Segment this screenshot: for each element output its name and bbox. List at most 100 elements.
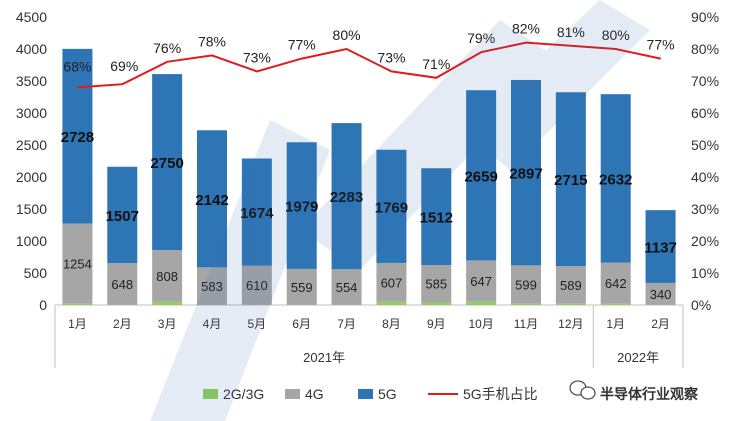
- x-tick-label: 2月: [651, 317, 670, 331]
- label-4g-value: 610: [246, 278, 268, 293]
- bar-4g: [286, 268, 317, 305]
- bar-5g: [645, 210, 676, 283]
- bar-5g: [241, 158, 272, 266]
- x-tick-label: 8月: [382, 317, 401, 331]
- bar-4g: [197, 267, 227, 305]
- y-left-tick-label: 4500: [16, 9, 47, 25]
- label-5g-share-pct: 81%: [557, 24, 585, 40]
- y-left-tick-label: 500: [24, 265, 48, 281]
- bar-4g: [645, 282, 676, 305]
- line-point: [76, 86, 78, 88]
- label-5g-share-pct: 77%: [647, 37, 675, 53]
- label-5g-share-pct: 73%: [243, 49, 271, 65]
- x-tick-label: 12月: [558, 317, 583, 331]
- bar-4g: [555, 266, 586, 304]
- label-5g-share-pct: 82%: [512, 21, 540, 37]
- label-4g-value: 607: [381, 275, 403, 290]
- label-5g-value: 1769: [375, 199, 408, 216]
- brand-watermark-text: 半导体行业观察: [600, 386, 699, 402]
- x-tick-label: 7月: [337, 317, 356, 331]
- line-point: [346, 48, 348, 50]
- bar-5g: [421, 168, 452, 265]
- label-4g-value: 599: [515, 278, 537, 293]
- label-4g-value: 559: [291, 280, 313, 295]
- y-right-tick-label: 40%: [691, 169, 719, 185]
- x-tick-label: 10月: [468, 317, 493, 331]
- bar-2g3g: [421, 302, 452, 305]
- bar-5g: [331, 123, 362, 270]
- line-point: [480, 51, 482, 53]
- label-5g-value: 1674: [240, 205, 274, 222]
- bar-5g: [466, 90, 497, 261]
- bar-5g: [376, 149, 407, 263]
- y-right-tick-label: 60%: [691, 105, 719, 121]
- label-5g-value: 2142: [195, 192, 228, 209]
- x-tick-label: 9月: [427, 317, 446, 331]
- legend-label: 4G: [305, 386, 324, 402]
- legend-item: 5G: [358, 386, 397, 402]
- label-5g-share-pct: 77%: [288, 37, 316, 53]
- legend-swatch: [203, 389, 218, 399]
- label-4g-value: 1254: [63, 257, 92, 272]
- legend-item: 5G手机占比: [428, 386, 538, 402]
- x-tick-label: 1月: [68, 317, 87, 331]
- bar-2g3g: [62, 303, 93, 305]
- label-5g-value: 2659: [464, 168, 497, 185]
- y-right-tick-label: 20%: [691, 233, 719, 249]
- label-5g-value: 2715: [554, 172, 587, 189]
- line-point: [211, 54, 213, 56]
- legend-item: 2G/3G: [203, 386, 264, 402]
- y-right-tick-label: 80%: [691, 41, 719, 57]
- label-5g-value: 1512: [420, 210, 453, 227]
- label-5g-share-pct: 69%: [110, 58, 138, 74]
- bar-5g: [286, 142, 317, 269]
- bar-4g: [511, 265, 541, 304]
- bar-5g: [600, 94, 631, 263]
- label-5g-value: 1507: [106, 208, 139, 225]
- x-tick-label: 3月: [158, 317, 177, 331]
- legend-label: 5G手机占比: [463, 386, 538, 402]
- legend-swatch: [358, 389, 373, 399]
- label-5g-share-pct: 80%: [333, 27, 361, 43]
- label-4g-value: 583: [201, 279, 223, 294]
- label-4g-value: 585: [425, 277, 447, 292]
- bar-4g: [241, 265, 272, 305]
- year-group-label: 2022年: [617, 350, 659, 365]
- y-left-tick-label: 1000: [16, 233, 47, 249]
- y-left-tick-label: 0: [39, 297, 47, 313]
- bar-5g: [197, 130, 227, 268]
- y-right-tick-label: 30%: [691, 201, 719, 217]
- bar-2g3g: [376, 301, 407, 305]
- x-tick-label: 5月: [248, 317, 267, 331]
- label-5g-value: 1979: [285, 199, 318, 216]
- line-point: [525, 42, 527, 44]
- label-4g-value: 647: [470, 274, 492, 289]
- y-right-tick-label: 10%: [691, 265, 719, 281]
- label-4g-value: 642: [605, 276, 627, 291]
- line-point: [615, 48, 617, 50]
- wechat-bubble-front: [580, 386, 596, 400]
- label-5g-value: 2897: [509, 166, 542, 183]
- bar-5g: [152, 74, 183, 251]
- bar-4g: [600, 262, 631, 304]
- bar-2g3g: [152, 301, 183, 305]
- label-5g-share-pct: 78%: [198, 33, 226, 49]
- line-point: [256, 70, 258, 72]
- line-point: [660, 58, 662, 60]
- bar-5g: [555, 92, 586, 267]
- y-right-tick-label: 50%: [691, 137, 719, 153]
- label-4g-value: 554: [336, 280, 358, 295]
- watermark-stroke: [150, 120, 330, 421]
- y-left-tick-label: 3500: [16, 73, 47, 89]
- y-left-tick-label: 2000: [16, 169, 47, 185]
- legend-swatch: [285, 389, 300, 399]
- bar-4g: [331, 269, 362, 305]
- watermark-stroke: [300, 20, 560, 270]
- label-5g-value: 2632: [599, 171, 632, 188]
- y-left-tick-label: 2500: [16, 137, 47, 153]
- bar-2g3g: [466, 301, 497, 305]
- x-tick-label: 1月: [606, 317, 625, 331]
- line-5g-share: [77, 41, 661, 89]
- x-tick-label: 6月: [292, 317, 311, 331]
